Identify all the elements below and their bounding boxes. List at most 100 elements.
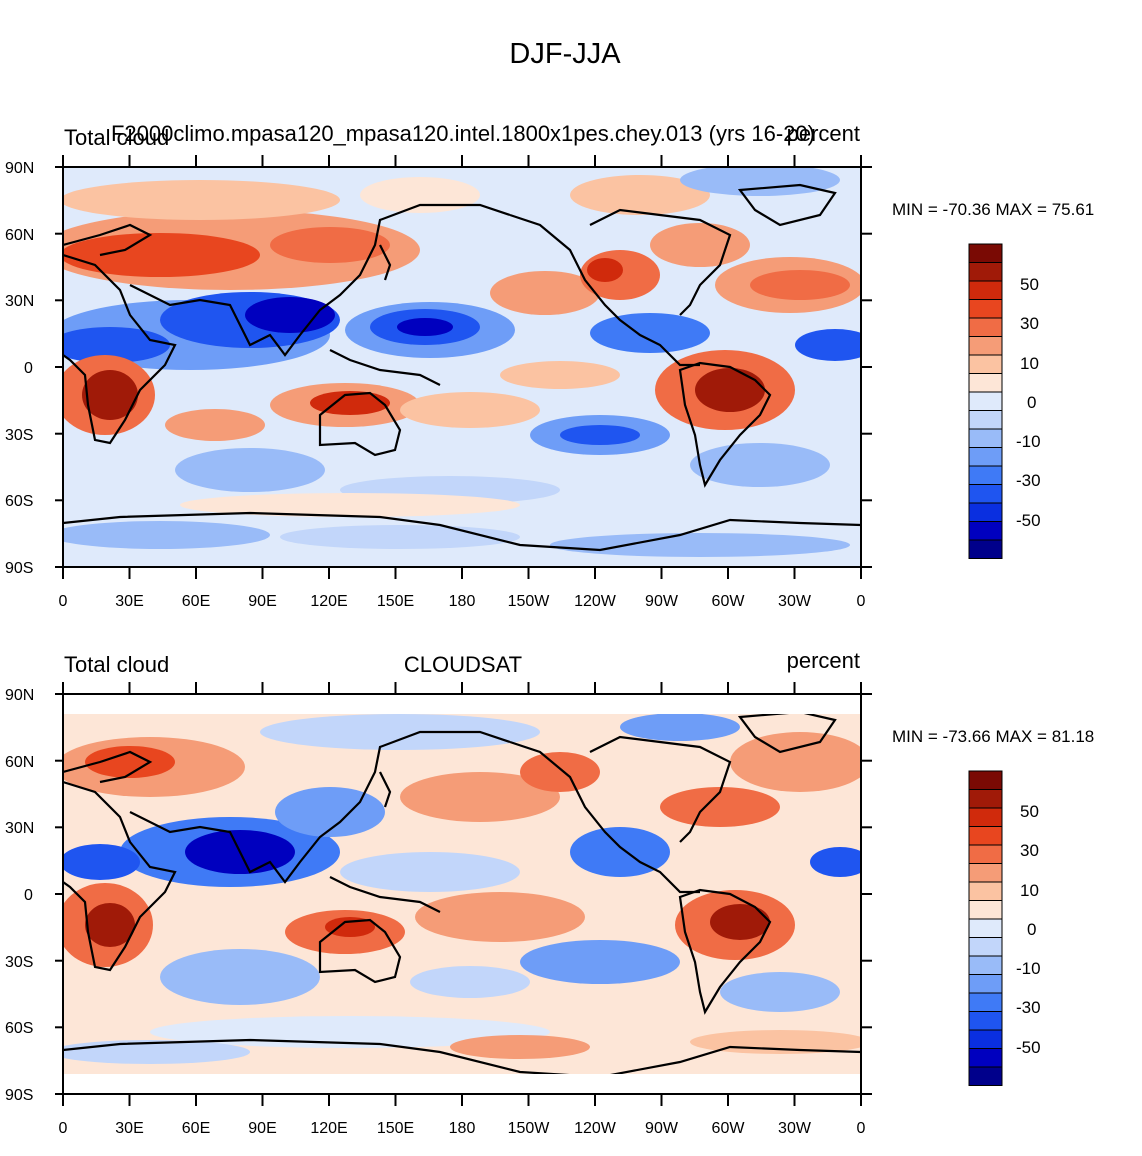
figure-title: DJF-JJA xyxy=(509,38,621,70)
lon-label: 90W xyxy=(645,593,679,610)
colorbar-label: 30 xyxy=(1020,841,1039,860)
lat-label: 30S xyxy=(5,954,33,971)
lon-label: 90W xyxy=(645,1120,679,1137)
panel-left-title: Total cloud xyxy=(64,125,170,150)
colorbar-box xyxy=(968,428,1003,448)
colorbar-box xyxy=(968,243,1003,263)
colorbar-box xyxy=(968,465,1003,485)
map-svg: 90N 60N 30N 0 30S 60S 90S xyxy=(5,682,1041,1137)
lon-label: 150W xyxy=(508,593,551,610)
lat-label: 90S xyxy=(5,560,33,577)
colorbar-box xyxy=(968,373,1003,393)
panel-center-title: F2000climo.mpasa120_mpasa120.intel.1800x… xyxy=(110,121,815,146)
colorbar-box xyxy=(968,484,1003,504)
colorbar-box xyxy=(968,937,1003,957)
lat-label: 0 xyxy=(24,887,33,904)
colorbar-label: -30 xyxy=(1016,471,1041,490)
lon-label: 0 xyxy=(59,593,68,610)
colorbar-box xyxy=(968,863,1003,883)
colorbar-box xyxy=(968,502,1003,522)
lon-label: 120E xyxy=(310,593,347,610)
map-svg: 90N 60N 30N 0 30S 60S 90S xyxy=(5,155,1041,610)
panel-left-title: Total cloud xyxy=(64,652,170,677)
colorbar-label: -30 xyxy=(1016,998,1041,1017)
lat-label: 60N xyxy=(5,754,34,771)
colorbar-box xyxy=(968,447,1003,467)
colorbar-box xyxy=(968,521,1003,541)
lat-label: 90S xyxy=(5,1087,33,1104)
min-value: MIN = -70.36 xyxy=(892,200,991,219)
lon-label: 180 xyxy=(449,593,476,610)
colorbar-box xyxy=(968,789,1003,809)
panel-center-title: CLOUDSAT xyxy=(403,652,523,677)
min-value: MIN = -73.66 xyxy=(892,727,991,746)
lon-label: 60E xyxy=(182,1120,210,1137)
colorbar-box xyxy=(968,992,1003,1012)
lat-label: 60S xyxy=(5,493,33,510)
lon-label: 30W xyxy=(778,1120,812,1137)
coastlines xyxy=(63,714,861,1074)
lat-label: 90N xyxy=(5,160,34,177)
lon-label: 60E xyxy=(182,593,210,610)
lon-axis: 0 30E 60E 90E 120E 150E 180 150W 120W 90… xyxy=(59,155,866,610)
min-max-readout: MIN = -70.36 MAX = 75.61 xyxy=(892,200,1094,220)
colorbar-box xyxy=(968,1011,1003,1031)
lat-label: 0 xyxy=(24,360,33,377)
lon-label: 120W xyxy=(574,1120,617,1137)
lon-label: 180 xyxy=(449,1120,476,1137)
colorbar-box xyxy=(968,262,1003,282)
lat-label: 30N xyxy=(5,293,34,310)
lon-label: 0 xyxy=(857,1120,866,1137)
colorbar-label: 0 xyxy=(1027,393,1036,412)
colorbar xyxy=(968,770,1003,1086)
colorbar-box xyxy=(968,299,1003,319)
lon-label: 60W xyxy=(712,1120,746,1137)
lon-label: 90E xyxy=(248,1120,276,1137)
colorbar-box xyxy=(968,1048,1003,1068)
lon-label: 30W xyxy=(778,593,812,610)
lon-axis: 0 30E 60E 90E 120E 150E 180 150W 120W 90… xyxy=(59,682,866,1137)
colorbar-label: 0 xyxy=(1027,920,1036,939)
lat-label: 60S xyxy=(5,1020,33,1037)
map-panel-observation: Total cloud CLOUDSAT percent MIN = -73.6… xyxy=(0,632,1142,1152)
min-max-readout: MIN = -73.66 MAX = 81.18 xyxy=(892,727,1094,747)
colorbar-box xyxy=(968,539,1003,559)
lon-label: 150W xyxy=(508,1120,551,1137)
colorbar-label: -50 xyxy=(1016,511,1041,530)
colorbar-labels: 50 30 10 0 -10 -30 -50 xyxy=(1016,802,1041,1057)
colorbar-box xyxy=(968,974,1003,994)
map-panel-model: Total cloud F2000climo.mpasa120_mpasa120… xyxy=(0,105,1142,625)
colorbar-box xyxy=(968,807,1003,827)
colorbar-box xyxy=(968,826,1003,846)
lon-label: 150E xyxy=(377,1120,414,1137)
lat-label: 90N xyxy=(5,687,34,704)
lat-axis: 90N 60N 30N 0 30S 60S 90S xyxy=(5,687,872,1104)
lon-label: 30E xyxy=(115,593,143,610)
lon-label: 0 xyxy=(59,1120,68,1137)
colorbar xyxy=(968,243,1003,559)
lat-label: 30S xyxy=(5,427,33,444)
colorbar-box xyxy=(968,336,1003,356)
lon-label: 30E xyxy=(115,1120,143,1137)
colorbar-label: 50 xyxy=(1020,275,1039,294)
colorbar-box xyxy=(968,354,1003,374)
lon-label: 120W xyxy=(574,593,617,610)
lon-label: 90E xyxy=(248,593,276,610)
colorbar-box xyxy=(968,1066,1003,1086)
lon-label: 150E xyxy=(377,593,414,610)
panel-units: percent xyxy=(786,121,860,146)
contour-field xyxy=(63,167,861,567)
colorbar-box xyxy=(968,900,1003,920)
lat-label: 30N xyxy=(5,820,34,837)
max-value: MAX = 81.18 xyxy=(995,727,1095,746)
colorbar-label: -10 xyxy=(1016,959,1041,978)
colorbar-box xyxy=(968,317,1003,337)
colorbar-box xyxy=(968,918,1003,938)
lon-label: 0 xyxy=(857,593,866,610)
colorbar-box xyxy=(968,280,1003,300)
colorbar-box xyxy=(968,391,1003,411)
colorbar-box xyxy=(968,1029,1003,1049)
lon-label: 60W xyxy=(712,593,746,610)
coastlines xyxy=(63,183,861,552)
colorbar-label: 10 xyxy=(1020,354,1039,373)
